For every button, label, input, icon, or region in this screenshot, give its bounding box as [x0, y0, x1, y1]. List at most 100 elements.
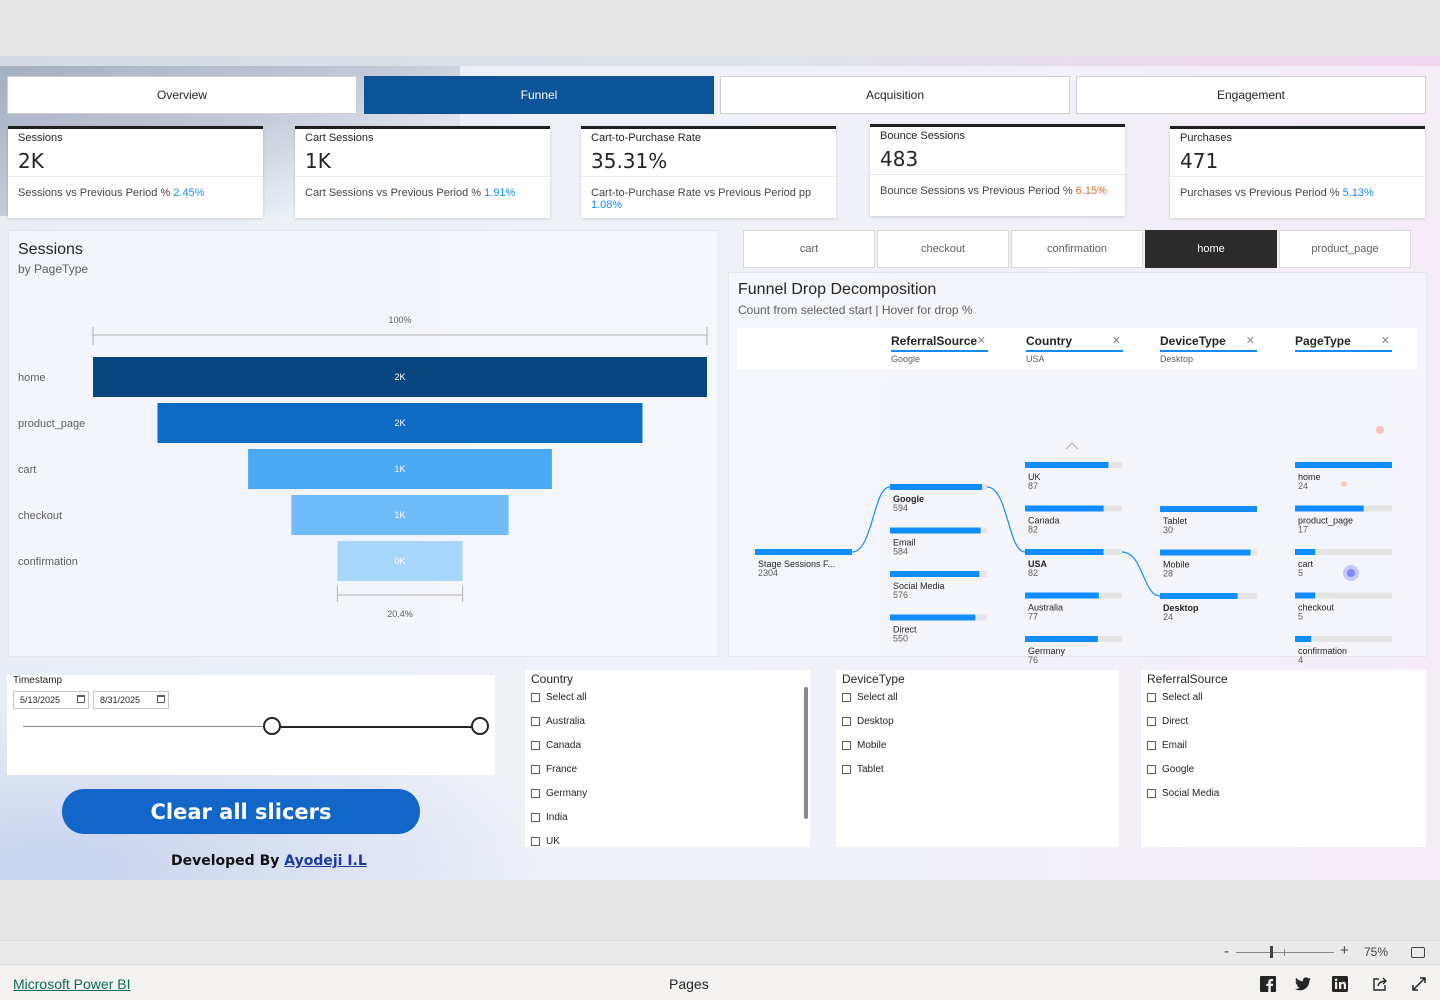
checkbox[interactable]: [531, 813, 540, 822]
zoom-slider-track[interactable]: [1236, 952, 1334, 953]
checkbox[interactable]: [1147, 741, 1156, 750]
developer-credit: Developed By Ayodeji I.L: [171, 853, 367, 869]
pages-menu[interactable]: Pages: [669, 976, 709, 992]
panel-title: Funnel Drop Decomposition: [738, 281, 937, 298]
slicer-item-france[interactable]: France: [531, 764, 577, 775]
twitter-icon[interactable]: [1295, 976, 1311, 992]
tab-engagement[interactable]: Engagement: [1076, 76, 1426, 114]
slicer-item-label: France: [546, 764, 578, 775]
panel-subtitle: by PageType: [18, 262, 89, 276]
level-header-devicetype[interactable]: DeviceType ✕: [1160, 334, 1257, 352]
checkbox[interactable]: [1147, 717, 1156, 726]
zoom-out-button[interactable]: -: [1224, 943, 1229, 960]
clear-all-slicers-button[interactable]: Clear all slicers: [62, 789, 420, 834]
kpi-label: Cart Sessions: [305, 132, 374, 144]
stage-button-checkout[interactable]: checkout: [877, 230, 1009, 268]
level-header-pagetype[interactable]: PageType ✕: [1295, 334, 1392, 352]
node-value: 77: [1028, 612, 1038, 622]
checkbox[interactable]: [531, 717, 540, 726]
checkbox[interactable]: [1147, 693, 1156, 702]
slider-track[interactable]: [23, 726, 481, 727]
tab-funnel[interactable]: Funnel: [364, 76, 714, 114]
kpi-comparison-label: Sessions vs Previous Period %: [18, 187, 174, 199]
calendar-icon[interactable]: [77, 695, 85, 703]
slicer-item-direct[interactable]: Direct: [1147, 716, 1188, 727]
node-bar: [1295, 505, 1364, 512]
slicer-item-google[interactable]: Google: [1147, 764, 1194, 775]
slicer-item-select-all[interactable]: Select all: [531, 692, 587, 703]
slider-end-handle[interactable]: [471, 717, 489, 735]
close-icon[interactable]: ✕: [976, 335, 986, 347]
slicer-item-label: Australia: [546, 716, 585, 727]
calendar-icon[interactable]: [157, 695, 165, 703]
slicer-item-mobile[interactable]: Mobile: [842, 740, 886, 751]
node-value: 24: [1163, 612, 1173, 622]
facebook-icon[interactable]: [1260, 976, 1276, 992]
tab-acquisition[interactable]: Acquisition: [720, 76, 1070, 114]
start-date-input[interactable]: 5/13/2025: [13, 691, 89, 709]
scrollbar[interactable]: [804, 687, 808, 819]
slicer-item-uk[interactable]: UK: [531, 836, 560, 847]
slicer-item-canada[interactable]: Canada: [531, 740, 581, 751]
tab-overview[interactable]: Overview: [7, 76, 357, 114]
decorative-glow: [1347, 569, 1355, 577]
kpi-card-sessions[interactable]: Sessions 2K Sessions vs Previous Period …: [8, 126, 263, 218]
close-icon[interactable]: ✕: [1380, 335, 1390, 347]
kpi-card-cart-to-purchase-rate[interactable]: Cart-to-Purchase Rate 35.31% Cart-to-Pur…: [581, 126, 836, 218]
stage-button-home[interactable]: home: [1145, 230, 1277, 268]
timestamp-slicer[interactable]: Timestamp 5/13/2025 8/31/2025: [7, 675, 495, 775]
checkbox[interactable]: [531, 693, 540, 702]
node-label: checkout: [1298, 603, 1335, 613]
slicer-item-desktop[interactable]: Desktop: [842, 716, 894, 727]
node-label: Canada: [1028, 516, 1060, 526]
end-date-input[interactable]: 8/31/2025: [93, 691, 169, 709]
linkedin-icon[interactable]: [1332, 976, 1348, 992]
checkbox[interactable]: [842, 717, 851, 726]
close-icon[interactable]: ✕: [1111, 335, 1121, 347]
share-icon[interactable]: [1372, 976, 1388, 992]
devicetype-slicer[interactable]: DeviceType Select all Desktop Mobile Tab…: [836, 670, 1119, 847]
slicer-item-social-media[interactable]: Social Media: [1147, 788, 1219, 799]
node-value: 87: [1028, 481, 1038, 491]
slider-start-handle[interactable]: [263, 717, 281, 735]
level-header-country[interactable]: Country ✕: [1026, 334, 1123, 352]
slicer-item-email[interactable]: Email: [1147, 740, 1187, 751]
slicer-item-india[interactable]: India: [531, 812, 568, 823]
checkbox[interactable]: [1147, 765, 1156, 774]
stage-button-product-page[interactable]: product_page: [1279, 230, 1411, 268]
checkbox[interactable]: [842, 741, 851, 750]
slicer-item-tablet[interactable]: Tablet: [842, 764, 884, 775]
decorative-glow: [1376, 426, 1384, 434]
zoom-in-button[interactable]: +: [1340, 942, 1349, 959]
node-value: 28: [1163, 569, 1173, 579]
zoom-slider-handle[interactable]: [1270, 946, 1273, 958]
checkbox[interactable]: [842, 765, 851, 774]
kpi-card-cart-sessions[interactable]: Cart Sessions 1K Cart Sessions vs Previo…: [295, 126, 550, 218]
slicer-item-australia[interactable]: Australia: [531, 716, 585, 727]
divider: [1170, 176, 1425, 177]
expand-icon[interactable]: [1411, 976, 1427, 992]
slicer-item-select-all[interactable]: Select all: [842, 692, 898, 703]
checkbox[interactable]: [1147, 789, 1156, 798]
stage-button-confirmation[interactable]: confirmation: [1011, 230, 1143, 268]
stage-button-cart[interactable]: cart: [743, 230, 875, 268]
developer-link[interactable]: Ayodeji I.L: [284, 853, 367, 869]
country-slicer[interactable]: Country Select all Australia Canada Fran…: [525, 670, 810, 847]
checkbox[interactable]: [531, 741, 540, 750]
kpi-card-purchases[interactable]: Purchases 471 Purchases vs Previous Peri…: [1170, 126, 1425, 218]
checkbox[interactable]: [531, 789, 540, 798]
close-icon[interactable]: ✕: [1245, 335, 1255, 347]
power-bi-link[interactable]: Microsoft Power BI: [13, 976, 131, 992]
sessions-funnel-chart[interactable]: 100% 2K home 2K product_page 1K cart 1K checkout…: [9, 231, 720, 658]
referralsource-slicer[interactable]: ReferralSource Select all Direct Email G…: [1141, 670, 1426, 847]
slicer-item-germany[interactable]: Germany: [531, 788, 587, 799]
checkbox[interactable]: [531, 837, 540, 846]
level-header-referralsource[interactable]: ReferralSource ✕: [891, 334, 988, 352]
fit-page-icon[interactable]: [1411, 947, 1425, 958]
slicer-item-select-all[interactable]: Select all: [1147, 692, 1203, 703]
funnel-bar-product_page: [157, 403, 643, 443]
kpi-card-bounce-sessions[interactable]: Bounce Sessions 483 Bounce Sessions vs P…: [870, 124, 1125, 216]
checkbox[interactable]: [842, 693, 851, 702]
checkbox[interactable]: [531, 765, 540, 774]
